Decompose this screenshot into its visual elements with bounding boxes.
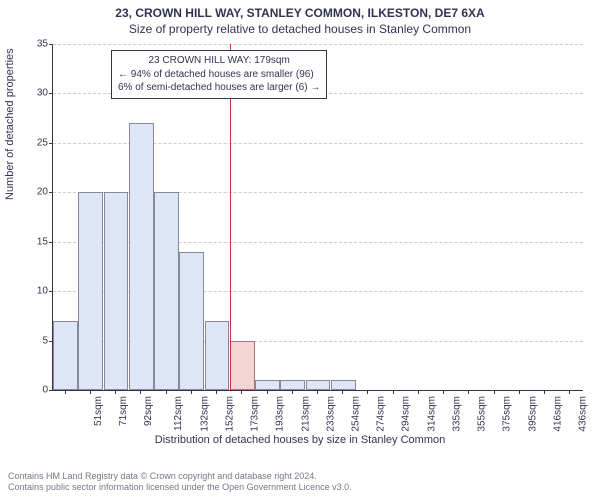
x-tick-mark	[216, 390, 217, 394]
annotation-box: 23 CROWN HILL WAY: 179sqm← 94% of detach…	[111, 50, 327, 99]
x-tick-mark	[292, 390, 293, 394]
histogram-bar	[179, 252, 204, 390]
x-tick-label: 173sqm	[250, 396, 261, 432]
histogram-bar	[104, 192, 129, 390]
y-tick-label: 35	[8, 39, 48, 50]
x-tick-mark	[140, 390, 141, 394]
x-tick-label: 314sqm	[426, 396, 437, 432]
y-axis-label: Number of detached properties	[4, 48, 16, 200]
x-tick-mark	[418, 390, 419, 394]
histogram-bar	[306, 380, 331, 390]
x-tick-mark	[519, 390, 520, 394]
x-tick-mark	[468, 390, 469, 394]
x-tick-mark	[569, 390, 570, 394]
histogram-bar	[53, 321, 78, 390]
plot-area: 23 CROWN HILL WAY: 179sqm← 94% of detach…	[52, 44, 583, 391]
y-tick-label: 5	[8, 335, 48, 346]
chart-container: 23, CROWN HILL WAY, STANLEY COMMON, ILKE…	[0, 0, 600, 500]
x-tick-label: 436sqm	[578, 396, 589, 432]
x-tick-label: 355sqm	[477, 396, 488, 432]
x-tick-mark	[191, 390, 192, 394]
y-tick-label: 15	[8, 236, 48, 247]
x-tick-label: 51sqm	[93, 396, 104, 426]
x-tick-mark	[65, 390, 66, 394]
x-tick-mark	[443, 390, 444, 394]
footer-line2: Contains public sector information licen…	[8, 482, 352, 494]
x-tick-label: 294sqm	[401, 396, 412, 432]
histogram-bar	[129, 123, 154, 390]
histogram-bar	[280, 380, 305, 390]
x-tick-mark	[166, 390, 167, 394]
x-axis-label: Distribution of detached houses by size …	[0, 434, 600, 446]
y-tick-label: 20	[8, 187, 48, 198]
x-tick-label: 375sqm	[502, 396, 513, 432]
annotation-line: 23 CROWN HILL WAY: 179sqm	[118, 54, 320, 68]
x-tick-mark	[115, 390, 116, 394]
y-tick-mark	[49, 143, 53, 144]
y-tick-label: 0	[8, 385, 48, 396]
x-tick-label: 233sqm	[325, 396, 336, 432]
x-tick-mark	[393, 390, 394, 394]
y-tick-label: 25	[8, 137, 48, 148]
y-tick-mark	[49, 242, 53, 243]
x-tick-label: 71sqm	[118, 396, 129, 426]
x-tick-mark	[494, 390, 495, 394]
y-tick-mark	[49, 192, 53, 193]
x-tick-label: 254sqm	[351, 396, 362, 432]
y-tick-mark	[49, 390, 53, 391]
x-tick-label: 193sqm	[275, 396, 286, 432]
x-tick-label: 92sqm	[143, 396, 154, 426]
x-tick-mark	[317, 390, 318, 394]
chart-title-address: 23, CROWN HILL WAY, STANLEY COMMON, ILKE…	[0, 0, 600, 20]
histogram-bar	[205, 321, 230, 390]
histogram-bar	[255, 380, 280, 390]
histogram-bar	[331, 380, 356, 390]
x-tick-label: 152sqm	[224, 396, 235, 432]
x-tick-label: 335sqm	[452, 396, 463, 432]
y-tick-mark	[49, 44, 53, 45]
highlight-bar	[230, 341, 255, 390]
x-tick-label: 213sqm	[300, 396, 311, 432]
footer-attribution: Contains HM Land Registry data © Crown c…	[8, 471, 352, 494]
x-tick-label: 132sqm	[199, 396, 210, 432]
x-tick-mark	[241, 390, 242, 394]
y-tick-mark	[49, 291, 53, 292]
annotation-line: 6% of semi-detached houses are larger (6…	[118, 81, 320, 95]
x-tick-label: 112sqm	[173, 396, 184, 431]
y-tick-mark	[49, 93, 53, 94]
x-tick-label: 416sqm	[552, 396, 563, 432]
x-tick-mark	[90, 390, 91, 394]
chart-subtitle: Size of property relative to detached ho…	[0, 20, 600, 36]
x-tick-label: 274sqm	[376, 396, 387, 432]
x-tick-mark	[267, 390, 268, 394]
y-tick-label: 30	[8, 88, 48, 99]
histogram-bar	[78, 192, 103, 390]
x-tick-mark	[544, 390, 545, 394]
x-tick-mark	[367, 390, 368, 394]
x-tick-label: 395sqm	[527, 396, 538, 432]
histogram-bar	[154, 192, 179, 390]
footer-line1: Contains HM Land Registry data © Crown c…	[8, 471, 352, 483]
y-tick-label: 10	[8, 286, 48, 297]
x-tick-mark	[342, 390, 343, 394]
annotation-line: ← 94% of detached houses are smaller (96…	[118, 68, 320, 82]
grid-line	[53, 44, 583, 45]
